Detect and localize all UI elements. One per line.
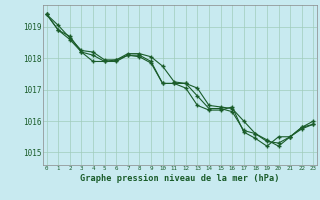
X-axis label: Graphe pression niveau de la mer (hPa): Graphe pression niveau de la mer (hPa) (80, 174, 280, 183)
